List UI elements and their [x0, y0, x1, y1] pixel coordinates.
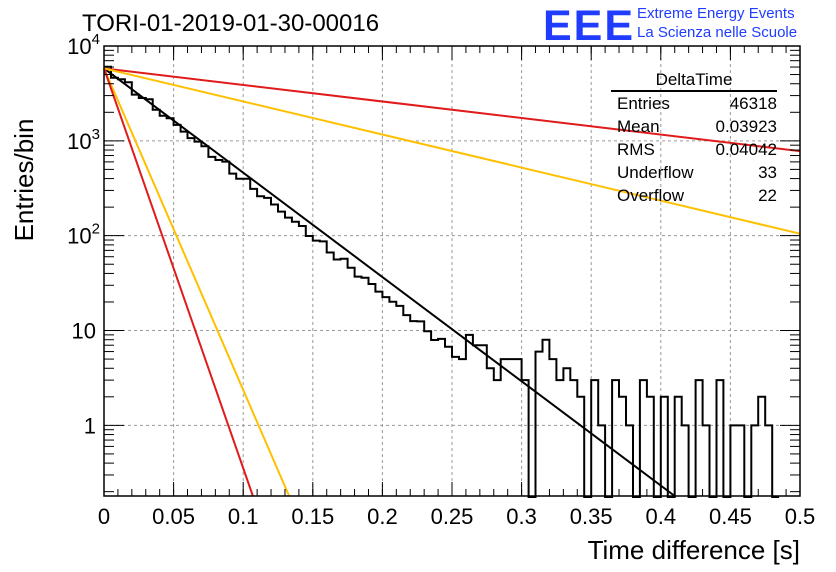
y-tick-label: 103	[67, 126, 100, 154]
stats-title: DeltaTime	[611, 70, 777, 92]
x-tick-label: 0.35	[570, 504, 613, 529]
fit-line-3	[103, 67, 801, 235]
x-axis-label: Time difference [s]	[588, 535, 800, 565]
fit-line-4	[103, 68, 291, 497]
stats-label: Underflow	[617, 163, 694, 182]
x-tick-label: 0.05	[152, 504, 195, 529]
logo-line-1: Extreme Energy Events	[637, 5, 795, 22]
stats-value: 46318	[729, 94, 777, 113]
stats-label: Mean	[617, 117, 660, 136]
stats-value: 22	[758, 186, 777, 205]
stats-box: DeltaTime Entries 46318 Mean 0.03923 RMS…	[611, 70, 777, 207]
fit-line-1	[103, 67, 676, 497]
y-axis-label: Entries/bin	[9, 119, 39, 242]
y-tick-label: 1	[84, 413, 96, 438]
stats-label: Entries	[617, 94, 670, 113]
y-tick-label: 102	[67, 221, 100, 249]
chart-title: TORI-01-2019-01-30-00016	[82, 10, 380, 37]
x-tick-label: 0.45	[709, 504, 752, 529]
stats-row-rms: RMS 0.04042	[611, 138, 777, 161]
x-tick-label: 0.1	[228, 504, 259, 529]
axis-tick-labels: 0 0.05 0.1 0.15 0.2 0.25 0.3 0.35 0.4 0.45 0.5 1 10 1…	[67, 31, 815, 529]
stats-label: Overflow	[617, 186, 685, 205]
x-tick-label: 0	[98, 504, 110, 529]
y-tick-label: 10	[72, 319, 96, 344]
stats-row-underflow: Underflow 33	[611, 161, 777, 184]
x-tick-label: 0.15	[291, 504, 334, 529]
histogram-series	[104, 65, 780, 498]
x-tick-label: 0.4	[646, 504, 677, 529]
stats-label: RMS	[617, 140, 655, 159]
stats-value: 0.04042	[715, 140, 777, 159]
fit-line-5	[103, 68, 254, 497]
x-tick-label: 0.2	[367, 504, 398, 529]
fit-line-2	[103, 67, 801, 153]
stats-row-entries: Entries 46318	[611, 92, 777, 115]
stats-value: 33	[758, 163, 777, 182]
x-tick-label: 0.5	[785, 504, 816, 529]
y-tick-label: 104	[67, 31, 100, 59]
axis-ticks	[103, 45, 801, 496]
grid-lines	[104, 46, 800, 496]
data-series	[103, 65, 801, 498]
x-tick-label: 0.3	[506, 504, 537, 529]
stats-row-overflow: Overflow 22	[611, 184, 777, 207]
eee-logo: EEE	[543, 2, 636, 50]
x-tick-label: 0.25	[431, 504, 474, 529]
stats-value: 0.03923	[715, 117, 777, 136]
stats-row-mean: Mean 0.03923	[611, 115, 777, 138]
logo-line-2: La Scienza nelle Scuole	[637, 24, 798, 41]
